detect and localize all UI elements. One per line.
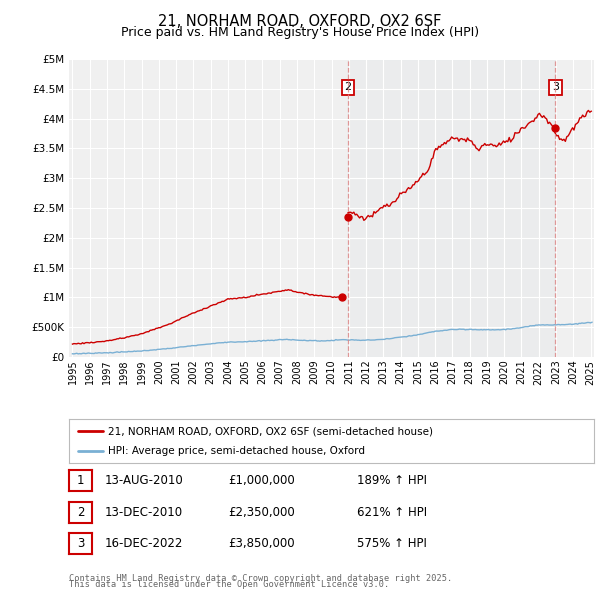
Text: 13-DEC-2010: 13-DEC-2010	[105, 506, 183, 519]
Text: HPI: Average price, semi-detached house, Oxford: HPI: Average price, semi-detached house,…	[109, 446, 365, 455]
Text: £1,000,000: £1,000,000	[228, 474, 295, 487]
Text: 189% ↑ HPI: 189% ↑ HPI	[357, 474, 427, 487]
Text: 575% ↑ HPI: 575% ↑ HPI	[357, 537, 427, 550]
Bar	[348, 59, 555, 357]
Text: 2: 2	[77, 506, 84, 519]
Text: 1: 1	[77, 474, 84, 487]
Text: 621% ↑ HPI: 621% ↑ HPI	[357, 506, 427, 519]
Text: 13-AUG-2010: 13-AUG-2010	[105, 474, 184, 487]
Text: 21, NORHAM ROAD, OXFORD, OX2 6SF: 21, NORHAM ROAD, OXFORD, OX2 6SF	[158, 14, 442, 30]
Text: This data is licensed under the Open Government Licence v3.0.: This data is licensed under the Open Gov…	[69, 580, 389, 589]
Text: Contains HM Land Registry data © Crown copyright and database right 2025.: Contains HM Land Registry data © Crown c…	[69, 574, 452, 583]
Text: 21, NORHAM ROAD, OXFORD, OX2 6SF (semi-detached house): 21, NORHAM ROAD, OXFORD, OX2 6SF (semi-d…	[109, 427, 433, 436]
Text: 2: 2	[344, 83, 352, 92]
Text: 16-DEC-2022: 16-DEC-2022	[105, 537, 184, 550]
Text: 3: 3	[77, 537, 84, 550]
Text: Price paid vs. HM Land Registry's House Price Index (HPI): Price paid vs. HM Land Registry's House …	[121, 26, 479, 39]
Text: £2,350,000: £2,350,000	[228, 506, 295, 519]
Text: £3,850,000: £3,850,000	[228, 537, 295, 550]
Text: 3: 3	[552, 83, 559, 92]
